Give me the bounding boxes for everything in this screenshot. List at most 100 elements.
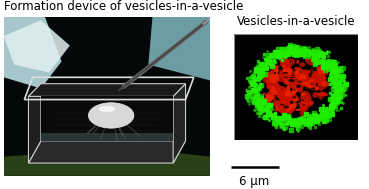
Ellipse shape [299, 81, 310, 89]
Ellipse shape [275, 106, 279, 110]
Ellipse shape [317, 67, 324, 74]
Ellipse shape [314, 78, 327, 91]
Ellipse shape [293, 76, 299, 79]
Ellipse shape [311, 87, 315, 90]
Ellipse shape [267, 75, 272, 83]
Ellipse shape [312, 67, 314, 70]
Polygon shape [148, 17, 210, 81]
Ellipse shape [272, 100, 281, 108]
Ellipse shape [278, 67, 284, 70]
Ellipse shape [269, 89, 277, 95]
Ellipse shape [296, 108, 300, 111]
Ellipse shape [292, 96, 296, 98]
Ellipse shape [271, 79, 276, 84]
Circle shape [259, 55, 333, 119]
Ellipse shape [279, 101, 294, 114]
Ellipse shape [283, 72, 288, 74]
Ellipse shape [315, 90, 321, 93]
Text: Formation device of vesicles-in-a-vesicle: Formation device of vesicles-in-a-vesicl… [4, 0, 243, 13]
Ellipse shape [308, 75, 312, 77]
Ellipse shape [276, 89, 291, 97]
Ellipse shape [288, 68, 292, 73]
Ellipse shape [272, 85, 275, 89]
Ellipse shape [275, 95, 276, 97]
Ellipse shape [284, 91, 293, 97]
Ellipse shape [288, 104, 296, 114]
Ellipse shape [300, 91, 312, 106]
Ellipse shape [299, 72, 303, 77]
Ellipse shape [301, 81, 308, 86]
Ellipse shape [266, 94, 273, 102]
Ellipse shape [274, 74, 279, 82]
Ellipse shape [280, 92, 295, 103]
Ellipse shape [277, 104, 291, 112]
Ellipse shape [290, 81, 299, 89]
Ellipse shape [296, 106, 300, 109]
Ellipse shape [275, 65, 279, 68]
Ellipse shape [298, 76, 306, 80]
Ellipse shape [296, 84, 301, 88]
Polygon shape [173, 84, 186, 163]
Polygon shape [4, 17, 62, 88]
Ellipse shape [266, 95, 274, 101]
Ellipse shape [99, 106, 115, 112]
Ellipse shape [289, 79, 294, 82]
Ellipse shape [271, 86, 287, 96]
Ellipse shape [296, 60, 299, 64]
Ellipse shape [281, 100, 285, 105]
Ellipse shape [292, 89, 297, 94]
Ellipse shape [283, 77, 289, 78]
Ellipse shape [286, 105, 292, 112]
Polygon shape [4, 20, 70, 73]
Ellipse shape [316, 83, 318, 87]
Ellipse shape [316, 65, 329, 76]
Ellipse shape [301, 69, 312, 77]
Ellipse shape [299, 102, 307, 110]
Ellipse shape [287, 101, 294, 107]
Ellipse shape [283, 93, 295, 105]
Ellipse shape [276, 99, 279, 100]
Ellipse shape [294, 72, 304, 82]
Ellipse shape [267, 91, 275, 97]
Ellipse shape [299, 106, 308, 111]
Ellipse shape [281, 65, 286, 71]
Ellipse shape [274, 108, 280, 112]
Ellipse shape [266, 85, 275, 90]
Ellipse shape [305, 83, 311, 87]
Polygon shape [41, 96, 173, 141]
Ellipse shape [277, 91, 290, 101]
Ellipse shape [287, 70, 294, 76]
Ellipse shape [313, 87, 319, 90]
Ellipse shape [293, 89, 296, 91]
Ellipse shape [269, 74, 279, 77]
Ellipse shape [298, 101, 312, 108]
Ellipse shape [317, 76, 325, 84]
Ellipse shape [263, 92, 276, 101]
Ellipse shape [291, 81, 303, 93]
Ellipse shape [270, 87, 275, 92]
Ellipse shape [270, 103, 275, 106]
Ellipse shape [302, 104, 305, 106]
Ellipse shape [308, 77, 317, 90]
Ellipse shape [286, 85, 290, 91]
Ellipse shape [316, 73, 325, 87]
Ellipse shape [296, 92, 301, 95]
Ellipse shape [275, 81, 280, 91]
Ellipse shape [279, 56, 290, 70]
Ellipse shape [277, 74, 286, 82]
Ellipse shape [283, 67, 293, 78]
Ellipse shape [293, 94, 299, 101]
Ellipse shape [89, 103, 134, 128]
Ellipse shape [302, 75, 318, 84]
Ellipse shape [308, 73, 312, 75]
Ellipse shape [266, 94, 270, 98]
Ellipse shape [290, 77, 295, 78]
Ellipse shape [300, 93, 306, 96]
Polygon shape [41, 133, 173, 141]
Ellipse shape [299, 62, 305, 67]
Ellipse shape [310, 70, 313, 74]
Ellipse shape [311, 83, 314, 85]
Ellipse shape [282, 58, 295, 68]
Ellipse shape [290, 101, 294, 104]
Ellipse shape [266, 71, 279, 82]
